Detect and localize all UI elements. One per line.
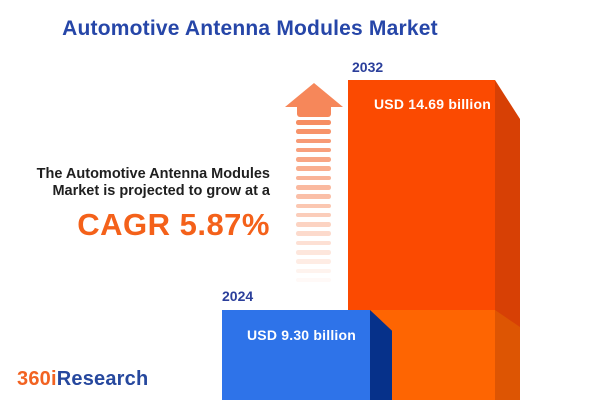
arrow-stripe [296, 231, 331, 236]
arrow-fading-stripes [296, 120, 331, 287]
arrow-stripe [296, 249, 331, 255]
bar-2032-year-label: 2032 [352, 59, 384, 75]
arrow-stripe [296, 138, 331, 144]
annotation-block: The Automotive Antenna Modules Market is… [20, 166, 270, 243]
arrow-stripe [296, 157, 331, 162]
bar-2032-value-label: USD 14.69 billion [374, 96, 491, 112]
bar-2024-year-label: 2024 [222, 288, 254, 304]
bar-2024-front [222, 310, 370, 400]
arrow-stripe [296, 129, 331, 134]
brand-logo-360i: 360i [17, 368, 57, 390]
arrow-stripe [296, 222, 331, 227]
chart-title: Automotive Antenna Modules Market [62, 17, 438, 40]
bar-2032-side-upper [495, 80, 520, 327]
cagr-value: CAGR 5.87% [77, 207, 270, 242]
annotation-line-1: The Automotive Antenna Modules [36, 166, 270, 182]
growth-arrow-icon [285, 83, 343, 295]
arrow-neck [297, 102, 331, 117]
bar-2024-side [370, 310, 392, 400]
arrow-stripe [296, 277, 331, 283]
arrow-stripe [296, 147, 331, 153]
arrow-stripe [296, 166, 331, 171]
arrow-stripe [296, 184, 331, 190]
brand-logo: 360iResearch [17, 368, 148, 391]
arrow-stripe [296, 212, 331, 218]
arrow-stripe [296, 194, 331, 199]
arrow-stripe [296, 203, 331, 209]
arrow-stripe [296, 268, 331, 274]
bar-2024-value-label: USD 9.30 billion [247, 327, 356, 343]
annotation-line-2: Market is projected to grow at a [52, 183, 270, 199]
arrow-stripe [296, 175, 331, 181]
arrow-stripe [296, 259, 331, 264]
bar-2032-side-lower [495, 310, 520, 400]
brand-logo-research: Research [56, 368, 149, 390]
arrow-stripe [296, 240, 331, 246]
arrow-stripe [296, 120, 331, 125]
bar-2032-front-upper [348, 80, 495, 310]
